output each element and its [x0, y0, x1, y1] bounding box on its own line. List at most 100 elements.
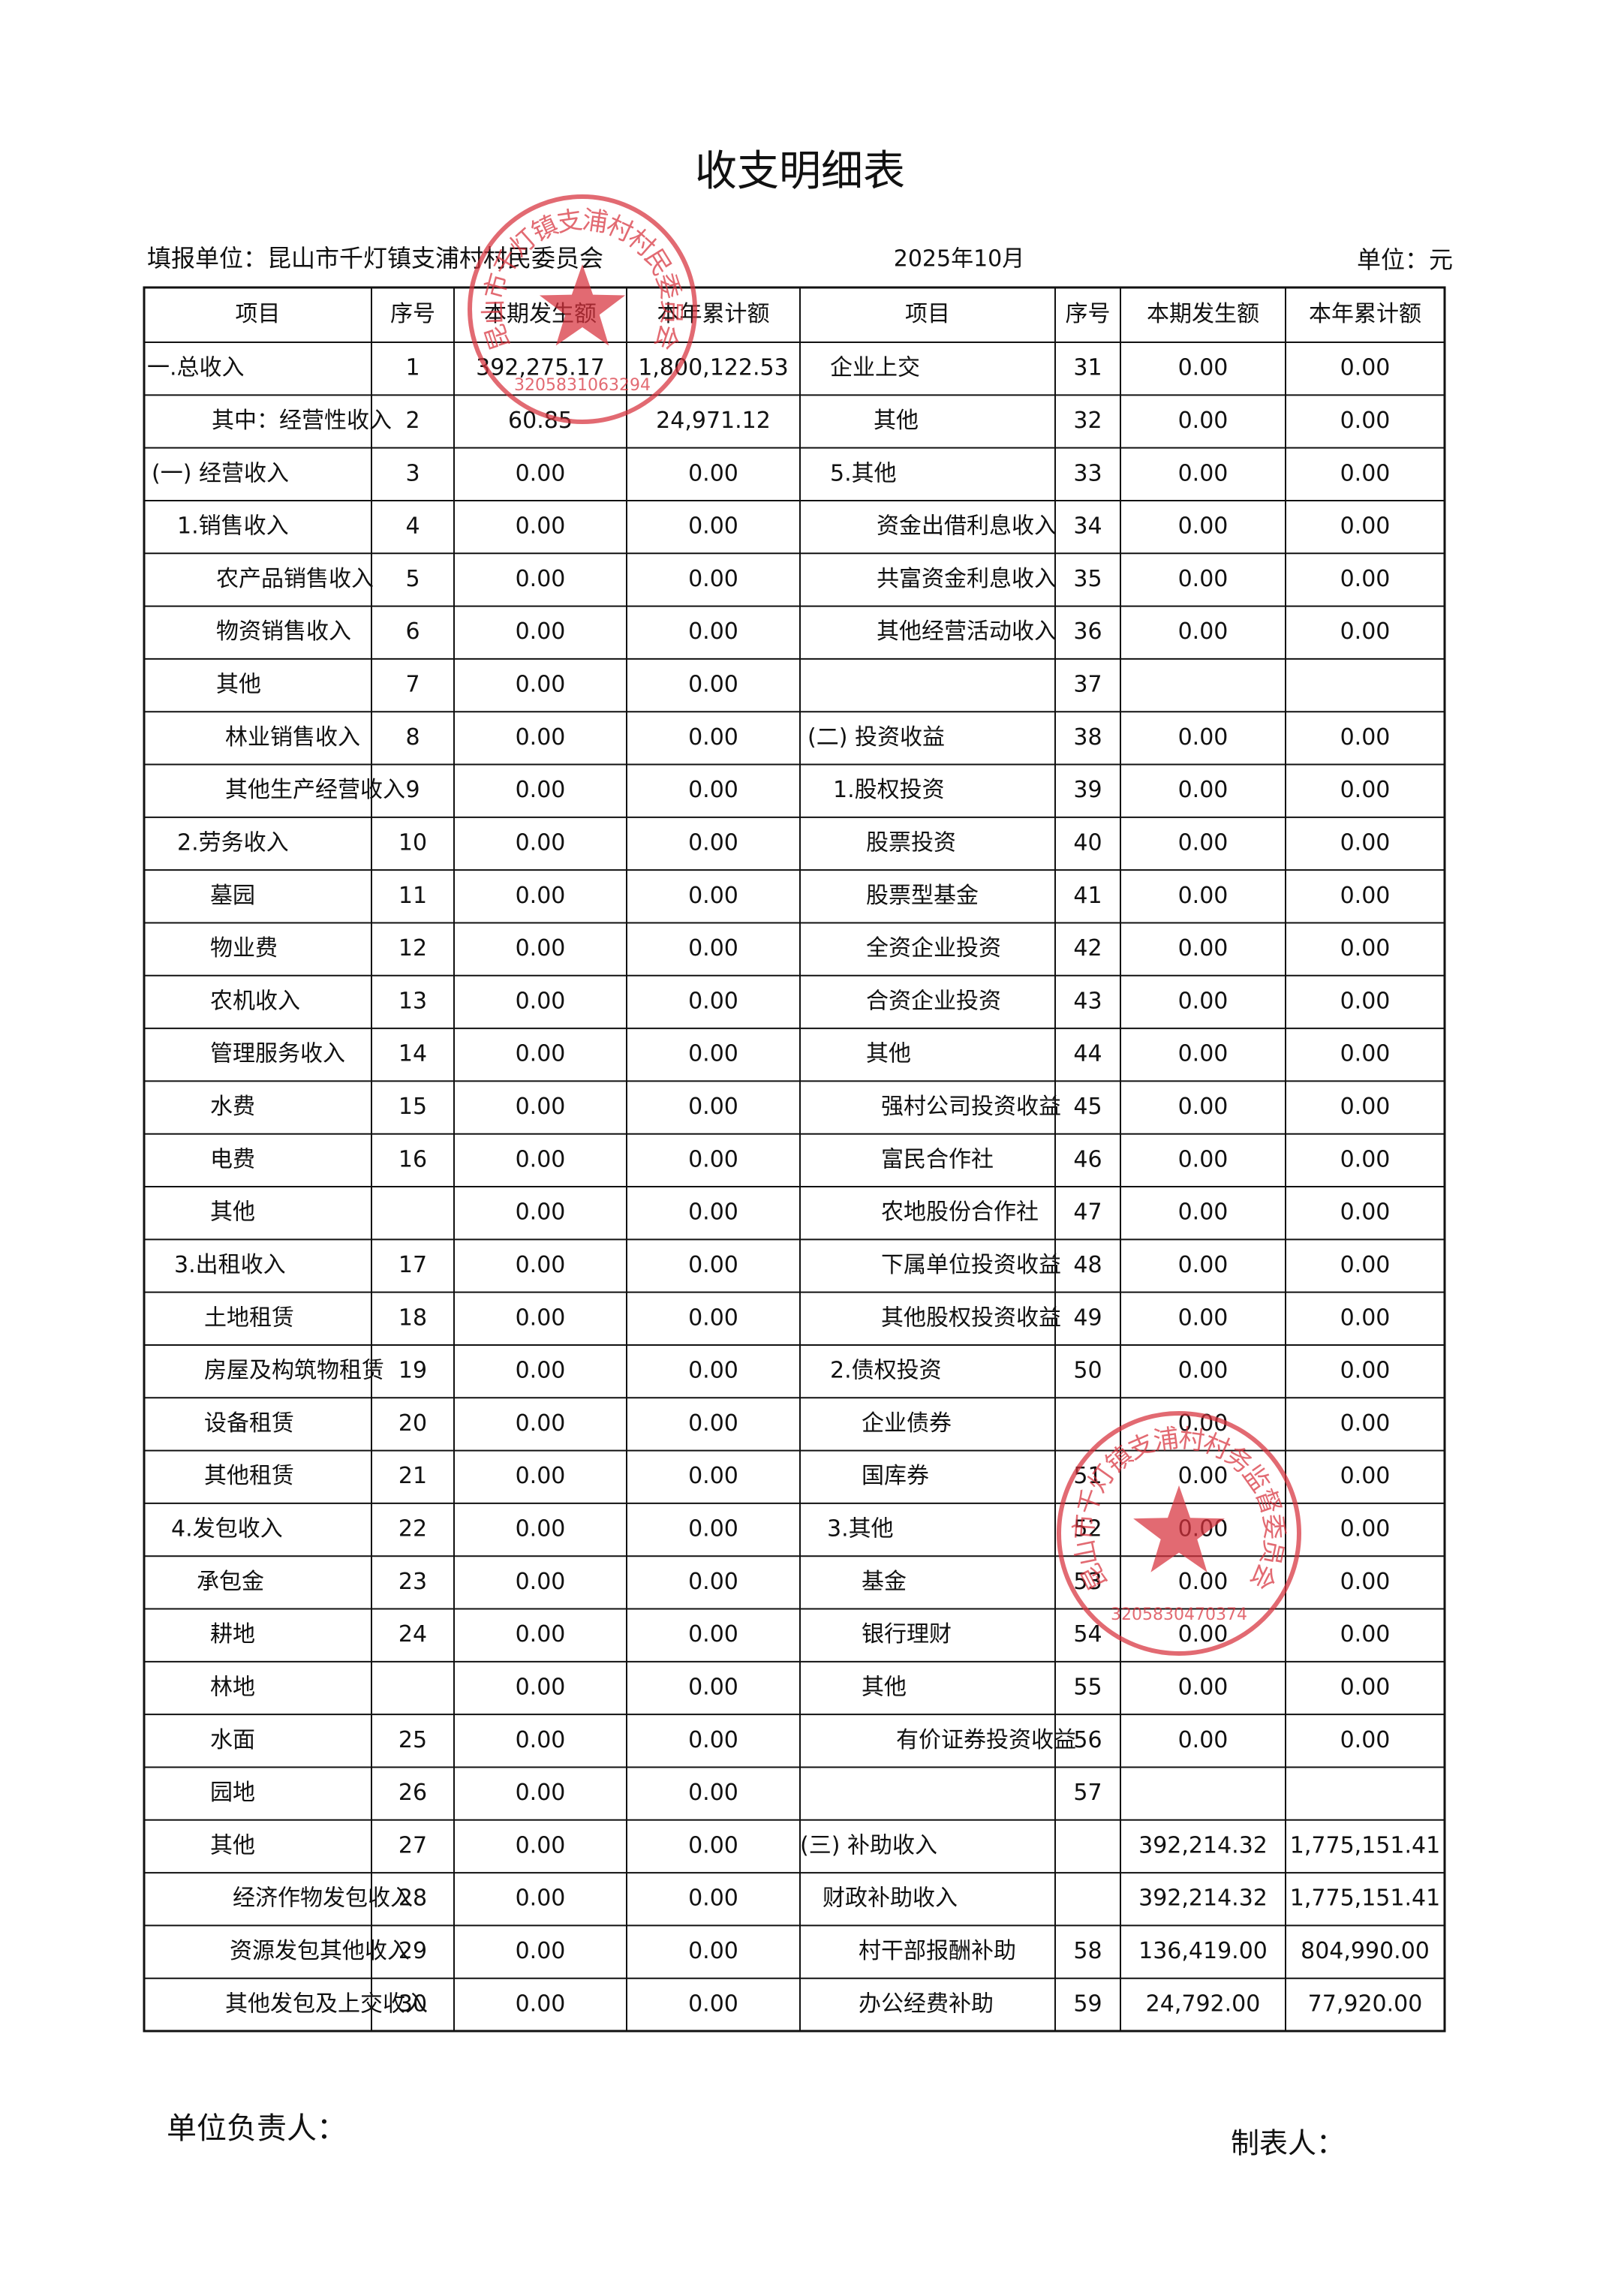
item: 其他 [210, 1199, 255, 1226]
amount: 0.00 [1340, 1463, 1391, 1489]
amount: 804,990.00 [1301, 1938, 1430, 1964]
amount: 0.00 [1340, 1727, 1391, 1753]
item: 有价证券投资收益 [896, 1727, 1076, 1753]
amount: 0.00 [1340, 618, 1391, 645]
amount: 0.00 [516, 1041, 566, 1067]
amount: 0.00 [1178, 1094, 1229, 1120]
item: 财政补助收入 [823, 1885, 958, 1912]
item: 富民合作社 [881, 1146, 994, 1172]
amount: 0.00 [1340, 1410, 1391, 1437]
serial: 57 [1073, 1780, 1102, 1806]
serial: 16 [398, 1146, 427, 1172]
amount: 0.00 [516, 1727, 566, 1753]
item: 银行理财 [862, 1621, 952, 1648]
amount: 0.00 [1178, 1569, 1229, 1595]
item: 2.劳务收入 [177, 829, 289, 856]
table-border [143, 286, 1446, 2033]
item: 管理服务收入 [210, 1041, 345, 1067]
serial: 35 [1073, 566, 1102, 592]
item: 墓园 [210, 883, 255, 909]
serial: 28 [398, 1885, 427, 1912]
amount: 0.00 [516, 1621, 566, 1648]
item: 房屋及构筑物租赁 [204, 1358, 384, 1384]
serial: 32 [1073, 408, 1102, 434]
item: 股票投资 [866, 829, 956, 856]
amount: 77,920.00 [1308, 1991, 1423, 2017]
amount: 0.00 [1340, 1674, 1391, 1700]
amount: 0.00 [688, 777, 738, 803]
serial: 52 [1073, 1516, 1102, 1542]
serial: 8 [405, 724, 420, 751]
amount: 0.00 [1178, 408, 1229, 434]
serial: 21 [398, 1463, 427, 1489]
stamp-star [1133, 1485, 1225, 1572]
serial: 27 [398, 1832, 427, 1858]
currency: 单位：元 [1357, 245, 1453, 274]
amount: 0.00 [516, 1146, 566, 1172]
amount: 0.00 [1340, 566, 1391, 592]
serial: 40 [1073, 829, 1102, 856]
amount: 0.00 [1340, 355, 1391, 381]
amount: 0.00 [516, 1410, 566, 1437]
item: 其他 [866, 1041, 911, 1067]
serial: 48 [1073, 1252, 1102, 1278]
unit: 填报单位：昆山市千灯镇支浦村村民委员会 [147, 244, 603, 272]
item: (二) 投资收益 [807, 724, 945, 751]
item: 水面 [210, 1727, 255, 1753]
serial: 38 [1073, 724, 1102, 751]
serial: 20 [398, 1410, 427, 1437]
amount: 392,214.32 [1138, 1832, 1268, 1858]
amount: 0.00 [1178, 1041, 1229, 1067]
item: 1.销售收入 [177, 513, 289, 540]
amount: 0.00 [688, 1094, 738, 1120]
item: 国库券 [862, 1463, 929, 1489]
amount: 0.00 [516, 1094, 566, 1120]
serial: 44 [1073, 1041, 1102, 1067]
serial: 15 [398, 1094, 427, 1120]
amount: 0.00 [1178, 355, 1229, 381]
amount: 0.00 [1178, 1674, 1229, 1700]
amount: 0.00 [688, 724, 738, 751]
serial: 11 [398, 883, 427, 909]
amount: 0.00 [516, 566, 566, 592]
serial: 46 [1073, 1146, 1102, 1172]
serial: 49 [1073, 1304, 1102, 1331]
serial: 29 [398, 1938, 427, 1964]
serial: 36 [1073, 618, 1102, 645]
item: (三) 补助收入 [800, 1832, 937, 1858]
amount: 0.00 [688, 1304, 738, 1331]
serial: 34 [1073, 513, 1102, 540]
amount: 0.00 [688, 1516, 738, 1542]
amount: 0.00 [516, 829, 566, 856]
preparer-label: 制表人： [1231, 2127, 1345, 2160]
item: 林业销售收入 [225, 724, 360, 751]
item: 农地股份合作社 [881, 1199, 1039, 1226]
amount: 0.00 [516, 1252, 566, 1278]
amount: 1,800,122.53 [638, 355, 788, 381]
amount: 0.00 [1178, 935, 1229, 961]
item: 其中：经营性收入 [212, 408, 392, 434]
column-header: 序号 [1066, 301, 1111, 327]
item: 合资企业投资 [866, 988, 1001, 1014]
serial: 53 [1073, 1569, 1102, 1595]
stamp-code: 3205830470374 [1111, 1605, 1247, 1624]
column-header: 本期发生额 [1147, 301, 1259, 327]
column-header: 本年累计额 [657, 301, 770, 327]
amount: 0.00 [688, 1832, 738, 1858]
item: 全资企业投资 [866, 935, 1001, 961]
serial: 37 [1073, 672, 1102, 698]
item: 4.发包收入 [171, 1516, 283, 1542]
item: 基金 [862, 1569, 907, 1595]
amount: 0.00 [688, 883, 738, 909]
amount: 0.00 [688, 1938, 738, 1964]
item: 水费 [210, 1094, 255, 1120]
item: 其他经营活动收入 [877, 618, 1057, 645]
item: 股票型基金 [866, 883, 979, 909]
amount: 0.00 [1340, 829, 1391, 856]
item: 其他租赁 [204, 1463, 294, 1489]
amount: 0.00 [1340, 883, 1391, 909]
amount: 0.00 [516, 1304, 566, 1331]
amount: 0.00 [516, 1832, 566, 1858]
amount: 0.00 [688, 672, 738, 698]
amount: 0.00 [516, 988, 566, 1014]
